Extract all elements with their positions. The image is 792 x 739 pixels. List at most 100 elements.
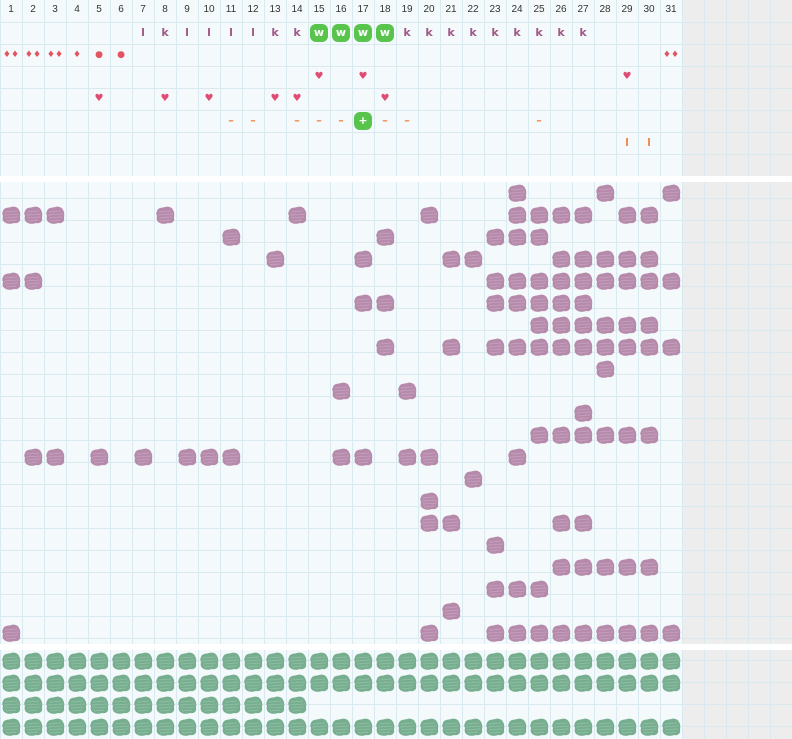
filled-cell[interactable] <box>616 424 638 446</box>
cell-mark[interactable]: w <box>379 26 391 39</box>
filled-cell[interactable] <box>506 650 528 672</box>
filled-cell[interactable] <box>374 650 396 672</box>
filled-cell[interactable] <box>484 650 506 672</box>
filled-cell[interactable] <box>198 694 220 716</box>
filled-cell[interactable] <box>660 622 682 644</box>
cell-mark[interactable]: k <box>425 26 433 39</box>
filled-cell[interactable] <box>242 694 264 716</box>
filled-cell[interactable] <box>286 716 308 738</box>
filled-cell[interactable] <box>660 336 682 358</box>
filled-cell[interactable] <box>506 578 528 600</box>
cell-mark[interactable]: ♥ <box>380 93 390 104</box>
cell-mark[interactable]: k <box>557 26 565 39</box>
filled-cell[interactable] <box>418 650 440 672</box>
filled-cell[interactable] <box>22 716 44 738</box>
cell-mark[interactable]: l <box>229 26 233 39</box>
cell-mark[interactable]: ♦♦ <box>46 50 64 60</box>
filled-cell[interactable] <box>462 650 484 672</box>
filled-cell[interactable] <box>572 622 594 644</box>
filled-cell[interactable] <box>506 716 528 738</box>
filled-cell[interactable] <box>220 226 242 248</box>
filled-cell[interactable] <box>484 270 506 292</box>
filled-cell[interactable] <box>132 694 154 716</box>
filled-cell[interactable] <box>286 694 308 716</box>
filled-cell[interactable] <box>66 650 88 672</box>
filled-cell[interactable] <box>616 248 638 270</box>
filled-cell[interactable] <box>440 248 462 270</box>
filled-cell[interactable] <box>550 622 572 644</box>
filled-cell[interactable] <box>594 424 616 446</box>
filled-cell[interactable] <box>330 672 352 694</box>
cell-mark[interactable]: k <box>447 26 455 39</box>
filled-cell[interactable] <box>572 556 594 578</box>
filled-cell[interactable] <box>440 512 462 534</box>
filled-cell[interactable] <box>176 672 198 694</box>
filled-cell[interactable] <box>66 672 88 694</box>
filled-cell[interactable] <box>550 650 572 672</box>
filled-cell[interactable] <box>660 182 682 204</box>
filled-cell[interactable] <box>484 336 506 358</box>
cell-mark[interactable]: ♥ <box>270 93 280 104</box>
cell-mark[interactable]: k <box>271 26 279 39</box>
filled-cell[interactable] <box>154 672 176 694</box>
filled-cell[interactable] <box>616 716 638 738</box>
filled-cell[interactable] <box>418 490 440 512</box>
filled-cell[interactable] <box>638 672 660 694</box>
filled-cell[interactable] <box>198 672 220 694</box>
filled-cell[interactable] <box>44 716 66 738</box>
filled-cell[interactable] <box>572 314 594 336</box>
filled-cell[interactable] <box>176 694 198 716</box>
filled-cell[interactable] <box>616 650 638 672</box>
filled-cell[interactable] <box>176 446 198 468</box>
filled-cell[interactable] <box>418 716 440 738</box>
filled-cell[interactable] <box>484 716 506 738</box>
filled-cell[interactable] <box>528 716 550 738</box>
filled-cell[interactable] <box>352 292 374 314</box>
filled-cell[interactable] <box>418 622 440 644</box>
filled-cell[interactable] <box>352 446 374 468</box>
filled-cell[interactable] <box>88 650 110 672</box>
filled-cell[interactable] <box>374 336 396 358</box>
filled-cell[interactable] <box>418 446 440 468</box>
filled-cell[interactable] <box>660 672 682 694</box>
cell-mark[interactable]: w <box>357 26 369 39</box>
filled-cell[interactable] <box>550 270 572 292</box>
cell-mark[interactable]: w <box>313 26 325 39</box>
filled-cell[interactable] <box>352 716 374 738</box>
cell-mark[interactable]: – <box>338 114 344 127</box>
filled-cell[interactable] <box>154 694 176 716</box>
filled-cell[interactable] <box>462 716 484 738</box>
cell-mark[interactable]: k <box>469 26 477 39</box>
filled-cell[interactable] <box>660 270 682 292</box>
filled-cell[interactable] <box>484 534 506 556</box>
filled-cell[interactable] <box>198 650 220 672</box>
cell-mark[interactable]: – <box>294 114 300 127</box>
filled-cell[interactable] <box>374 292 396 314</box>
cell-mark[interactable]: l <box>207 26 211 39</box>
highlight-badge[interactable] <box>310 24 328 42</box>
filled-cell[interactable] <box>396 672 418 694</box>
cell-mark[interactable]: w <box>335 26 347 39</box>
filled-cell[interactable] <box>22 694 44 716</box>
filled-cell[interactable] <box>506 336 528 358</box>
cell-mark[interactable]: ♦♦ <box>662 50 680 60</box>
filled-cell[interactable] <box>550 424 572 446</box>
filled-cell[interactable] <box>154 204 176 226</box>
filled-cell[interactable] <box>440 600 462 622</box>
filled-cell[interactable] <box>484 578 506 600</box>
filled-cell[interactable] <box>506 270 528 292</box>
filled-cell[interactable] <box>110 672 132 694</box>
filled-cell[interactable] <box>616 270 638 292</box>
filled-cell[interactable] <box>22 270 44 292</box>
cell-mark[interactable]: k <box>579 26 587 39</box>
filled-cell[interactable] <box>88 694 110 716</box>
cell-mark[interactable]: k <box>293 26 301 39</box>
filled-cell[interactable] <box>462 468 484 490</box>
filled-cell[interactable] <box>154 650 176 672</box>
filled-cell[interactable] <box>572 672 594 694</box>
filled-cell[interactable] <box>484 672 506 694</box>
filled-cell[interactable] <box>330 380 352 402</box>
filled-cell[interactable] <box>550 336 572 358</box>
filled-cell[interactable] <box>264 694 286 716</box>
filled-cell[interactable] <box>110 716 132 738</box>
